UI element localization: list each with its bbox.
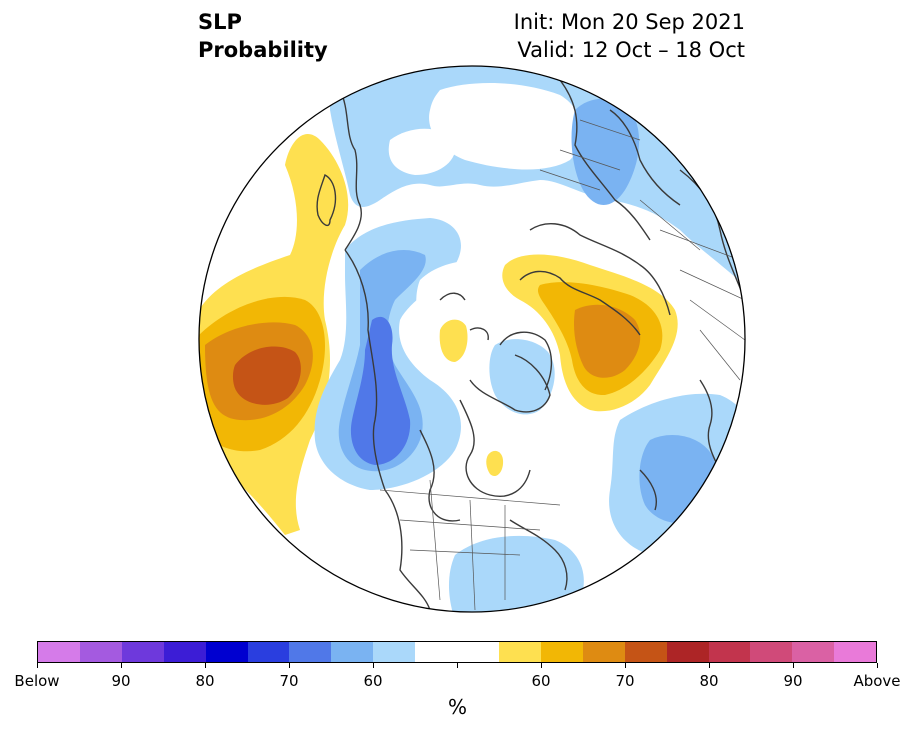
chart-title-left: SLP Probability: [198, 8, 328, 64]
colorbar-label: 80: [699, 672, 719, 690]
map-field: [199, 66, 745, 612]
hudson-above-spot: [486, 450, 504, 477]
colorbar-unit: %: [447, 695, 467, 719]
greenland-below-anomaly: [489, 339, 555, 415]
variable-title: SLP: [198, 10, 242, 34]
colorbar-tick: [709, 663, 710, 668]
pacific-above-anomaly: [199, 134, 349, 535]
colorbar-segment: [624, 642, 667, 662]
init-date: Init: Mon 20 Sep 2021: [513, 10, 745, 34]
chart-title-right: Init: Mon 20 Sep 2021 Valid: 12 Oct – 18…: [514, 8, 745, 64]
colorbar-label: 60: [531, 672, 551, 690]
west-canada-below-anomaly: [314, 218, 461, 490]
colorbar-segment: [666, 642, 709, 662]
colorbar-tick: [793, 663, 794, 668]
colorbar-segment: [247, 642, 290, 662]
colorbar-tick: [877, 663, 878, 668]
colorbar-label: 90: [783, 672, 803, 690]
colorbar-labels: Below 90 80 70 60 60 70 80 90 Above: [14, 672, 900, 692]
colorbar-segment: [205, 642, 248, 662]
colorbar-label: 70: [279, 672, 299, 690]
east-us-below-anomaly: [448, 535, 584, 612]
colorbar-segment: [79, 642, 122, 662]
colorbar-segment: [582, 642, 625, 662]
borders: [379, 119, 745, 611]
coastlines: [316, 79, 745, 611]
colorbar-segment: [415, 642, 458, 662]
product-title: Probability: [198, 38, 328, 62]
polar-map: [198, 65, 746, 613]
arctic-above-spot: [439, 319, 468, 362]
colorbar-segment: [331, 642, 374, 662]
colorbar-segment: [498, 642, 541, 662]
colorbar-label: 70: [615, 672, 635, 690]
colorbar-tick: [37, 663, 38, 668]
colorbar: [37, 641, 877, 663]
colorbar-segment: [163, 642, 206, 662]
colorbar-tick: [541, 663, 542, 668]
colorbar-segment: [457, 642, 499, 662]
colorbar-segment: [373, 642, 416, 662]
colorbar-label: 60: [363, 672, 383, 690]
colorbar-tick: [457, 663, 458, 668]
colorbar-segment: [540, 642, 583, 662]
colorbar-label: Above: [853, 672, 901, 690]
colorbar-segment: [38, 642, 80, 662]
colorbar-tick: [289, 663, 290, 668]
colorbar-segment: [834, 642, 877, 662]
colorbar-segment: [121, 642, 164, 662]
colorbar-tick: [625, 663, 626, 668]
siberia-above-anomaly: [502, 254, 678, 412]
colorbar-label: 90: [111, 672, 131, 690]
colorbar-tick: [121, 663, 122, 668]
colorbar-segment: [708, 642, 751, 662]
valid-range: Valid: 12 Oct – 18 Oct: [517, 38, 745, 62]
colorbar-tick: [205, 663, 206, 668]
colorbar-tick: [373, 663, 374, 668]
colorbar-segment: [792, 642, 835, 662]
colorbar-segment: [750, 642, 793, 662]
map-boundary: [198, 65, 746, 613]
colorbar-label: 80: [195, 672, 215, 690]
colorbar-segment: [289, 642, 332, 662]
colorbar-label: Below: [14, 672, 60, 690]
